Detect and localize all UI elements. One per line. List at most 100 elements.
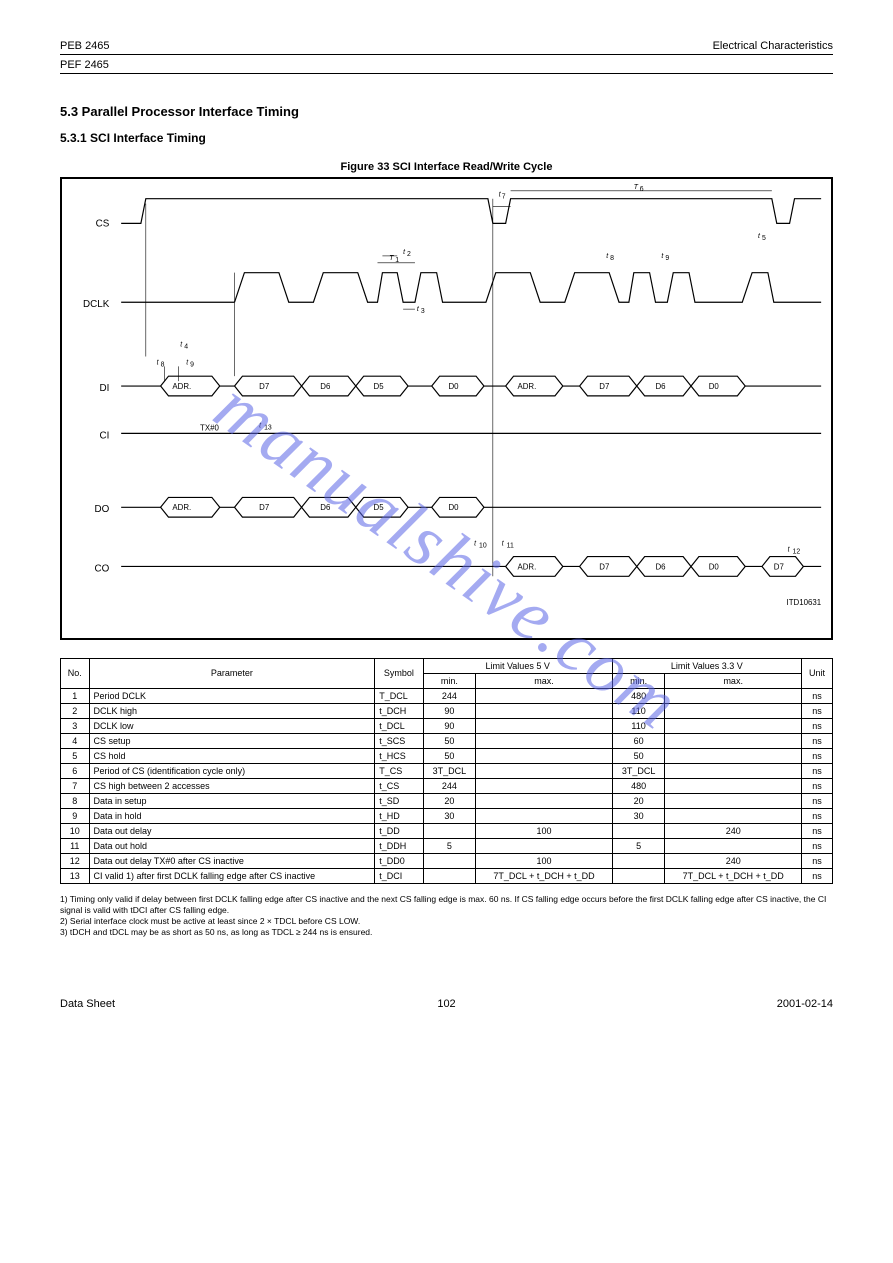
cell-val bbox=[476, 808, 613, 823]
cell-no: 11 bbox=[61, 838, 90, 853]
table-row: 12Data out delay TX#0 after CS inactivet… bbox=[61, 853, 833, 868]
cell-param: Data in setup bbox=[89, 793, 375, 808]
cell-val: 7T_DCL + t_DCH + t_DD bbox=[476, 868, 613, 883]
col-33v: Limit Values 3.3 V bbox=[612, 658, 801, 673]
cell-sym: T_DCL bbox=[375, 688, 423, 703]
co-adr: ADR. bbox=[517, 562, 536, 571]
cell-val bbox=[476, 718, 613, 733]
di-d0b: D0 bbox=[709, 382, 720, 391]
cell-param: Data out hold bbox=[89, 838, 375, 853]
cell-unit: ns bbox=[801, 733, 832, 748]
cell-val bbox=[612, 853, 665, 868]
table-row: 4CS setupt_SCS5060ns bbox=[61, 733, 833, 748]
n2: 2 bbox=[407, 251, 411, 258]
cell-no: 7 bbox=[61, 778, 90, 793]
cell-sym: t_DCH bbox=[375, 703, 423, 718]
figure-caption: Figure 33 SCI Interface Read/Write Cycle bbox=[60, 161, 833, 173]
table-row: 1Period DCLKT_DCL244480ns bbox=[61, 688, 833, 703]
co-d0: D0 bbox=[709, 562, 720, 571]
cell-sym: t_HD bbox=[375, 808, 423, 823]
cell-val bbox=[665, 778, 802, 793]
sig-do: DO bbox=[95, 504, 110, 515]
di-d0: D0 bbox=[448, 382, 459, 391]
diagram-id: ITD10631 bbox=[787, 598, 822, 607]
page-header: PEB 2465 Electrical Characteristics bbox=[60, 40, 833, 52]
footer-right: 2001-02-14 bbox=[777, 998, 833, 1010]
cell-val: 244 bbox=[423, 688, 476, 703]
col-33v-max: max. bbox=[665, 673, 802, 688]
section-subtitle: 5.3.1 SCI Interface Timing bbox=[60, 131, 833, 145]
cell-val bbox=[665, 688, 802, 703]
col-no: No. bbox=[61, 658, 90, 688]
n5: 5 bbox=[762, 235, 766, 242]
co-d7b: D7 bbox=[774, 562, 784, 571]
cell-unit: ns bbox=[801, 778, 832, 793]
cell-val: 5 bbox=[612, 838, 665, 853]
cell-sym: t_DD0 bbox=[375, 853, 423, 868]
n13: 13 bbox=[264, 424, 272, 431]
cell-val: 50 bbox=[423, 733, 476, 748]
cell-val: 100 bbox=[476, 853, 613, 868]
cell-val bbox=[612, 823, 665, 838]
n9b: 9 bbox=[190, 361, 194, 368]
svg-text:t: t bbox=[606, 253, 609, 260]
cell-no: 12 bbox=[61, 853, 90, 868]
do-d0: D0 bbox=[448, 503, 459, 512]
page-footer: Data Sheet 102 2001-02-14 bbox=[60, 998, 833, 1010]
cell-sym: t_SCS bbox=[375, 733, 423, 748]
cell-no: 10 bbox=[61, 823, 90, 838]
t-num-6: T bbox=[634, 184, 639, 191]
subheader-left: PEF 2465 bbox=[60, 59, 109, 71]
cell-val bbox=[476, 748, 613, 763]
cell-val: 5 bbox=[423, 838, 476, 853]
col-5v-min: min. bbox=[423, 673, 476, 688]
cell-unit: ns bbox=[801, 823, 832, 838]
n11: 11 bbox=[507, 543, 514, 550]
cell-val: 100 bbox=[476, 823, 613, 838]
cell-param: CI valid 1) after first DCLK falling edg… bbox=[89, 868, 375, 883]
cell-val bbox=[476, 838, 613, 853]
cell-param: Period DCLK bbox=[89, 688, 375, 703]
cell-unit: ns bbox=[801, 868, 832, 883]
cell-val bbox=[476, 703, 613, 718]
cell-no: 8 bbox=[61, 793, 90, 808]
cell-unit: ns bbox=[801, 808, 832, 823]
cell-val: 7T_DCL + t_DCH + t_DD bbox=[665, 868, 802, 883]
cell-sym: t_CS bbox=[375, 778, 423, 793]
cell-no: 6 bbox=[61, 763, 90, 778]
cell-unit: ns bbox=[801, 793, 832, 808]
svg-text:t: t bbox=[417, 306, 420, 313]
co-d7: D7 bbox=[599, 562, 609, 571]
cell-unit: ns bbox=[801, 748, 832, 763]
svg-text:t: t bbox=[758, 233, 761, 240]
cell-val: 244 bbox=[423, 778, 476, 793]
cell-unit: ns bbox=[801, 718, 832, 733]
cell-val: 90 bbox=[423, 718, 476, 733]
n12: 12 bbox=[793, 549, 801, 556]
cell-val: 480 bbox=[612, 688, 665, 703]
di-d7: D7 bbox=[259, 382, 269, 391]
cell-val bbox=[665, 718, 802, 733]
n1: 1 bbox=[395, 257, 399, 264]
cell-val bbox=[665, 763, 802, 778]
header-right: Electrical Characteristics bbox=[713, 40, 833, 52]
cell-param: Data out delay TX#0 after CS inactive bbox=[89, 853, 375, 868]
svg-text:t: t bbox=[788, 547, 791, 554]
di-d7b: D7 bbox=[599, 382, 609, 391]
col-5v-max: max. bbox=[476, 673, 613, 688]
sig-cs: CS bbox=[96, 218, 110, 229]
cell-val: 30 bbox=[423, 808, 476, 823]
cell-param: DCLK high bbox=[89, 703, 375, 718]
cell-unit: ns bbox=[801, 688, 832, 703]
cell-val bbox=[665, 748, 802, 763]
cell-unit: ns bbox=[801, 853, 832, 868]
cell-val bbox=[665, 793, 802, 808]
cell-val: 20 bbox=[612, 793, 665, 808]
cell-no: 2 bbox=[61, 703, 90, 718]
n3: 3 bbox=[421, 308, 425, 315]
col-unit: Unit bbox=[801, 658, 832, 688]
n8: 8 bbox=[610, 255, 614, 262]
cell-no: 5 bbox=[61, 748, 90, 763]
cell-val bbox=[423, 823, 476, 838]
n8b: 8 bbox=[161, 361, 165, 368]
